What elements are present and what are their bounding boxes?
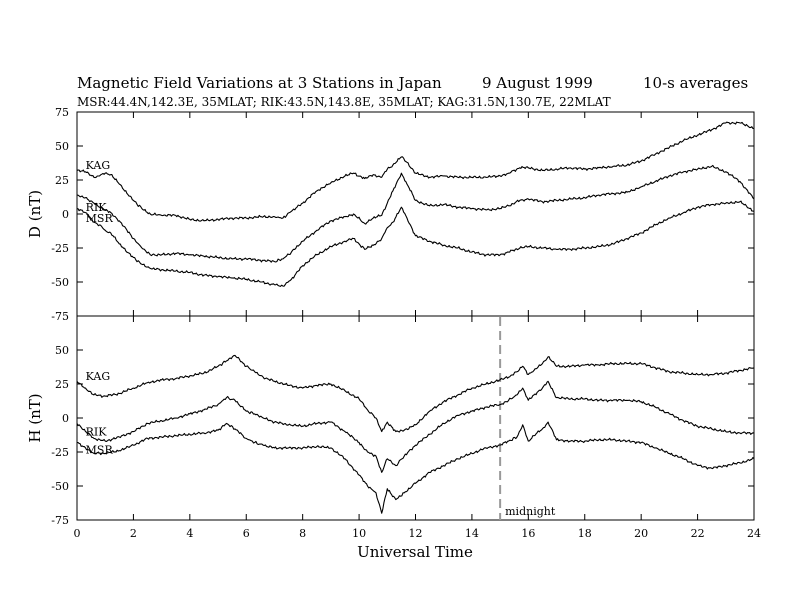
x-tick-label: 8 xyxy=(299,527,306,540)
series-line-rik-h xyxy=(76,380,755,473)
x-tick-label: 20 xyxy=(634,527,648,540)
figure-date: 9 August 1999 xyxy=(482,74,593,92)
y-tick-label-d: -50 xyxy=(51,276,69,289)
y-axis-label-d: D (nT) xyxy=(26,190,44,238)
y-tick-label-d: 0 xyxy=(62,208,69,221)
station-label-rik-d: RIK xyxy=(86,201,108,214)
station-label-msr-d: MSR xyxy=(86,212,114,225)
y-tick-label-d: 25 xyxy=(55,174,69,187)
plot-frame-d xyxy=(76,111,755,317)
figure-subtitle: MSR:44.4N,142.3E, 35MLAT; RIK:43.5N,143.… xyxy=(77,95,611,109)
station-label-msr-h: MSR xyxy=(86,443,114,456)
y-axis-label-h: H (nT) xyxy=(26,393,44,442)
station-label-kag-d: KAG xyxy=(86,159,111,172)
y-tick-label-h: -25 xyxy=(51,446,69,459)
figure-title: Magnetic Field Variations at 3 Stations … xyxy=(77,74,442,92)
y-tick-label-h: 25 xyxy=(55,378,69,391)
x-tick-label: 22 xyxy=(691,527,705,540)
x-tick-label: 16 xyxy=(521,527,535,540)
y-tick-label-d: 75 xyxy=(55,106,69,119)
x-tick-label: 2 xyxy=(130,527,137,540)
x-tick-label: 18 xyxy=(578,527,592,540)
x-tick-label: 24 xyxy=(747,527,761,540)
x-tick-label: 0 xyxy=(74,527,81,540)
y-tick-label-d: -25 xyxy=(51,242,69,255)
x-tick-label: 10 xyxy=(352,527,366,540)
series-line-msr-h xyxy=(76,421,755,514)
y-tick-label-h: -75 xyxy=(51,514,69,527)
x-axis-label: Universal Time xyxy=(357,543,473,561)
station-label-rik-h: RIK xyxy=(86,426,108,439)
series-line-rik-d xyxy=(76,164,755,263)
y-tick-label-d: 50 xyxy=(55,140,69,153)
x-tick-label: 4 xyxy=(186,527,193,540)
series-line-kag-h xyxy=(76,354,755,433)
x-tick-label: 12 xyxy=(409,527,423,540)
figure-averaging: 10-s averages xyxy=(643,74,748,92)
midnight-label: midnight xyxy=(505,505,556,518)
y-tick-label-d: -75 xyxy=(51,310,69,323)
y-tick-label-h: -50 xyxy=(51,480,69,493)
series-line-msr-d xyxy=(76,200,755,287)
x-tick-label: 14 xyxy=(465,527,479,540)
y-tick-label-h: 50 xyxy=(55,344,69,357)
station-label-kag-h: KAG xyxy=(86,370,111,383)
x-tick-label: 6 xyxy=(243,527,250,540)
series-line-kag-d xyxy=(76,121,755,222)
y-tick-label-h: 0 xyxy=(62,412,69,425)
